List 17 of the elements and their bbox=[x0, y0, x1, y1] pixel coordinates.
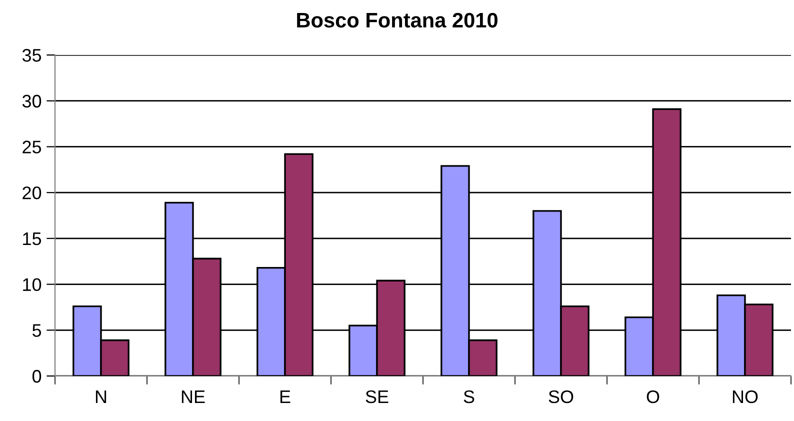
x-tick-label: S bbox=[464, 390, 474, 404]
y-tick-label: 20 bbox=[22, 186, 42, 200]
y-tick-label: 25 bbox=[22, 140, 42, 154]
chart-title: Bosco Fontana 2010 bbox=[297, 12, 498, 28]
y-tick-label: 5 bbox=[32, 324, 42, 337]
x-tick-label: N bbox=[96, 390, 106, 403]
x-tick-label: SE bbox=[366, 390, 388, 404]
y-tick-label: 15 bbox=[23, 232, 42, 246]
y-tick-label: 10 bbox=[23, 278, 42, 292]
y-tick-label: 35 bbox=[22, 48, 42, 62]
x-tick-label: O bbox=[646, 390, 660, 404]
x-tick-label: NE bbox=[182, 390, 205, 403]
y-tick-label: 0 bbox=[32, 370, 42, 383]
y-tick-label: 30 bbox=[22, 94, 42, 108]
x-tick-label: NO bbox=[732, 390, 758, 404]
x-tick-label: SO bbox=[548, 390, 574, 404]
x-tick-label: E bbox=[280, 390, 290, 403]
